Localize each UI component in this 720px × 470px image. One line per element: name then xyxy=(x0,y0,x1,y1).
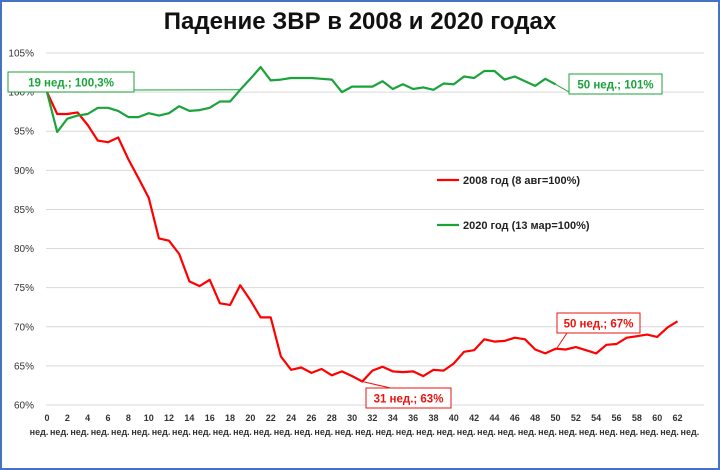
x-tick-label: 42 xyxy=(469,413,479,423)
y-tick-label: 85% xyxy=(14,205,34,216)
x-tick-unit: нед. xyxy=(396,427,415,437)
annotation-box xyxy=(556,312,641,334)
x-tick-unit: нед. xyxy=(152,427,171,437)
x-tick-unit: нед. xyxy=(253,427,272,437)
x-tick-unit: нед. xyxy=(375,427,394,437)
x-tick-unit: нед. xyxy=(91,427,110,437)
x-tick-label: 32 xyxy=(367,413,377,423)
x-tick-label: 44 xyxy=(489,413,499,423)
x-tick-unit: нед. xyxy=(660,427,679,437)
x-tick-label: 28 xyxy=(327,413,337,423)
x-tick-label: 16 xyxy=(205,413,215,423)
x-tick-unit: нед. xyxy=(640,427,659,437)
grid-lines xyxy=(46,52,704,406)
x-axis: 0 2 4 6 8 10 12 14 16 18 20 22 24 26 28 30 32 34 36 38 40 42 4… xyxy=(30,413,700,437)
x-tick-unit: нед. xyxy=(538,427,557,437)
chart-title: Падение ЗВР в 2008 и 2020 годах xyxy=(163,8,557,35)
x-tick-unit: нед. xyxy=(192,427,211,437)
x-tick-unit: нед. xyxy=(50,427,69,437)
x-tick-label: 56 xyxy=(612,413,622,423)
x-tick-label: 48 xyxy=(530,413,540,423)
y-tick-label: 70% xyxy=(14,322,34,333)
x-tick-label: 10 xyxy=(144,413,154,423)
x-tick-label: 24 xyxy=(286,413,296,423)
annotation-label: 50 нед.; 101% xyxy=(577,80,653,92)
y-tick-label: 100% xyxy=(8,88,34,99)
x-tick-label: 20 xyxy=(245,413,255,423)
x-tick-label: 26 xyxy=(306,413,316,423)
y-axis: 60% 65% 70% 75% 80% 85% 90% 95% 100% 105% xyxy=(8,49,34,412)
x-tick-unit: нед. xyxy=(131,427,150,437)
x-tick-unit: нед. xyxy=(213,427,232,437)
y-tick-label: 60% xyxy=(14,401,34,412)
x-tick-label: 0 xyxy=(44,413,49,423)
x-tick-label: 22 xyxy=(266,413,276,423)
x-tick-label: 30 xyxy=(347,413,357,423)
x-tick-label: 6 xyxy=(106,413,111,423)
x-tick-unit: нед. xyxy=(111,427,130,437)
x-tick-unit: нед. xyxy=(436,427,455,437)
x-tick-unit: нед. xyxy=(30,427,49,437)
annotation-leader xyxy=(362,381,391,389)
x-tick-unit: нед. xyxy=(620,427,639,437)
legend-label: 2008 год (8 авг=100%) xyxy=(463,175,580,187)
x-tick-unit: нед. xyxy=(579,427,598,437)
x-tick-label: 58 xyxy=(632,413,642,423)
x-tick-unit: нед. xyxy=(497,427,516,437)
x-tick-label: 8 xyxy=(126,413,131,423)
x-tick-label: 40 xyxy=(449,413,459,423)
annotations: 19 нед.; 100,3% 50 нед.; 101% 31 нед.; 63%… xyxy=(7,71,663,409)
x-tick-label: 34 xyxy=(388,413,398,423)
x-tick-unit: нед. xyxy=(681,427,700,437)
annotation-label: 19 нед.; 100,3% xyxy=(28,78,114,90)
x-tick-unit: нед. xyxy=(416,427,435,437)
x-tick-label: 46 xyxy=(510,413,520,423)
x-tick-label: 12 xyxy=(164,413,174,423)
annotation-label: 50 нед.; 67% xyxy=(564,319,634,331)
y-tick-label: 95% xyxy=(14,127,34,138)
x-tick-unit: нед. xyxy=(477,427,496,437)
annotation-box xyxy=(365,387,452,409)
x-tick-unit: нед. xyxy=(355,427,374,437)
x-tick-label: 52 xyxy=(571,413,581,423)
y-tick-label: 105% xyxy=(8,49,34,60)
x-tick-label: 62 xyxy=(673,413,683,423)
annotation-leader xyxy=(555,332,568,351)
x-tick-unit: нед. xyxy=(70,427,89,437)
series-line-2008 xyxy=(46,91,679,383)
y-tick-label: 75% xyxy=(14,283,34,294)
x-tick-unit: нед. xyxy=(518,427,537,437)
x-tick-label: 14 xyxy=(184,413,194,423)
x-tick-label: 60 xyxy=(652,413,662,423)
annotation-leader xyxy=(555,83,570,93)
x-tick-label: 54 xyxy=(591,413,601,423)
legend: 2008 год (8 авг=100%) 2020 год (13 мар=10… xyxy=(437,175,590,232)
annotation-box xyxy=(7,71,135,93)
x-tick-label: 2 xyxy=(65,413,70,423)
x-tick-unit: нед. xyxy=(294,427,313,437)
annotation-box xyxy=(568,73,663,95)
x-tick-label: 38 xyxy=(428,413,438,423)
x-tick-unit: нед. xyxy=(335,427,354,437)
x-tick-label: 18 xyxy=(225,413,235,423)
legend-label: 2020 год (13 мар=100%) xyxy=(463,220,590,232)
x-tick-label: 36 xyxy=(408,413,418,423)
x-tick-unit: нед. xyxy=(457,427,476,437)
x-tick-unit: нед. xyxy=(172,427,191,437)
x-tick-unit: нед. xyxy=(314,427,333,437)
y-tick-label: 80% xyxy=(14,244,34,255)
x-tick-label: 50 xyxy=(550,413,560,423)
x-tick-unit: нед. xyxy=(233,427,252,437)
x-tick-unit: нед. xyxy=(599,427,618,437)
y-tick-label: 65% xyxy=(14,361,34,372)
y-tick-label: 90% xyxy=(14,166,34,177)
x-tick-label: 4 xyxy=(85,413,90,423)
x-tick-unit: нед. xyxy=(559,427,578,437)
annotation-label: 31 нед.; 63% xyxy=(374,394,444,406)
series-line-2020 xyxy=(45,65,557,134)
x-tick-unit: нед. xyxy=(274,427,293,437)
